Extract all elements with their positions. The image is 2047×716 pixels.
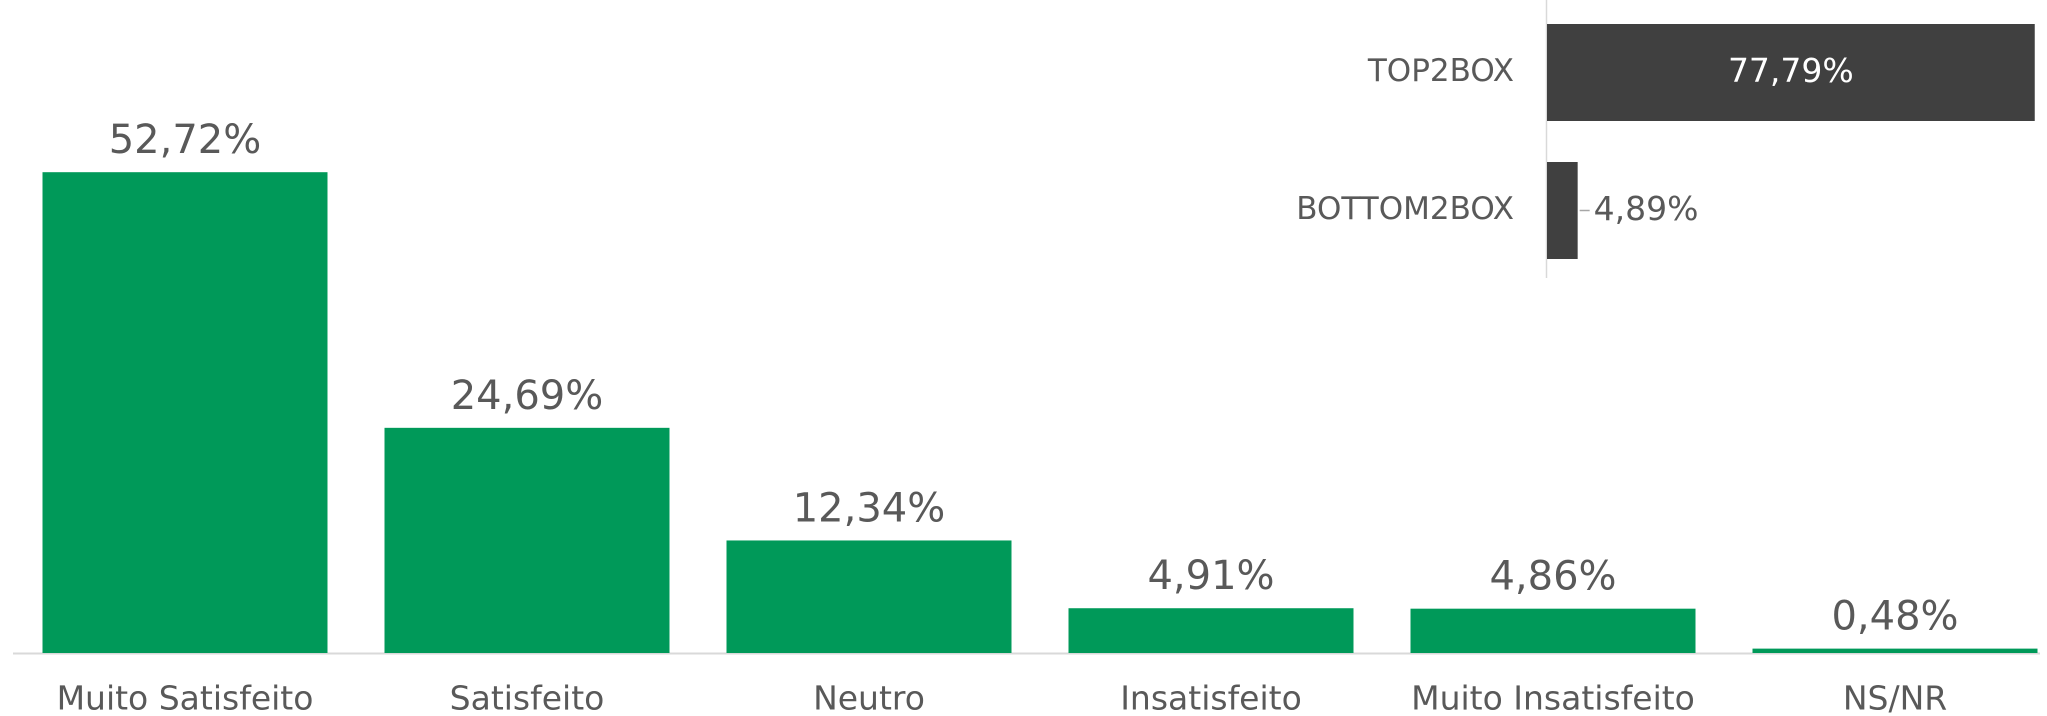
x-tick-label: Satisfeito <box>450 679 605 716</box>
y-tick-label: BOTTOM2BOX <box>1296 191 1514 227</box>
value-label: 24,69% <box>451 373 604 419</box>
bar <box>1410 608 1696 653</box>
bar <box>384 427 670 653</box>
x-tick-label: Muito Satisfeito <box>57 679 314 716</box>
x-tick-label: Neutro <box>813 679 925 716</box>
value-label: 12,34% <box>793 485 946 531</box>
x-tick-label: Muito Insatisfeito <box>1411 679 1695 716</box>
bar <box>1547 162 1578 259</box>
bar <box>42 172 328 653</box>
bar <box>726 540 1012 653</box>
bar <box>1547 24 2035 121</box>
x-tick-label: NS/NR <box>1843 679 1947 716</box>
bar <box>1752 648 2038 653</box>
value-label: 4,86% <box>1489 554 1616 600</box>
x-tick-label: Insatisfeito <box>1120 679 1302 716</box>
y-tick-label: TOP2BOX <box>1367 53 1514 89</box>
value-label: 4,91% <box>1147 553 1274 599</box>
value-label: 52,72% <box>109 117 262 163</box>
bar <box>1068 608 1354 653</box>
value-label: 4,89% <box>1594 189 1699 228</box>
value-label: 77,79% <box>1728 51 1854 90</box>
value-label: 0,48% <box>1831 594 1958 640</box>
